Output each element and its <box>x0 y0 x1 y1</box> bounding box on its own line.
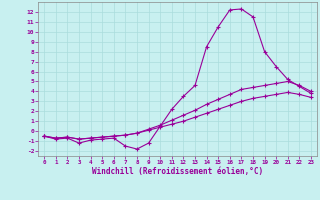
X-axis label: Windchill (Refroidissement éolien,°C): Windchill (Refroidissement éolien,°C) <box>92 167 263 176</box>
